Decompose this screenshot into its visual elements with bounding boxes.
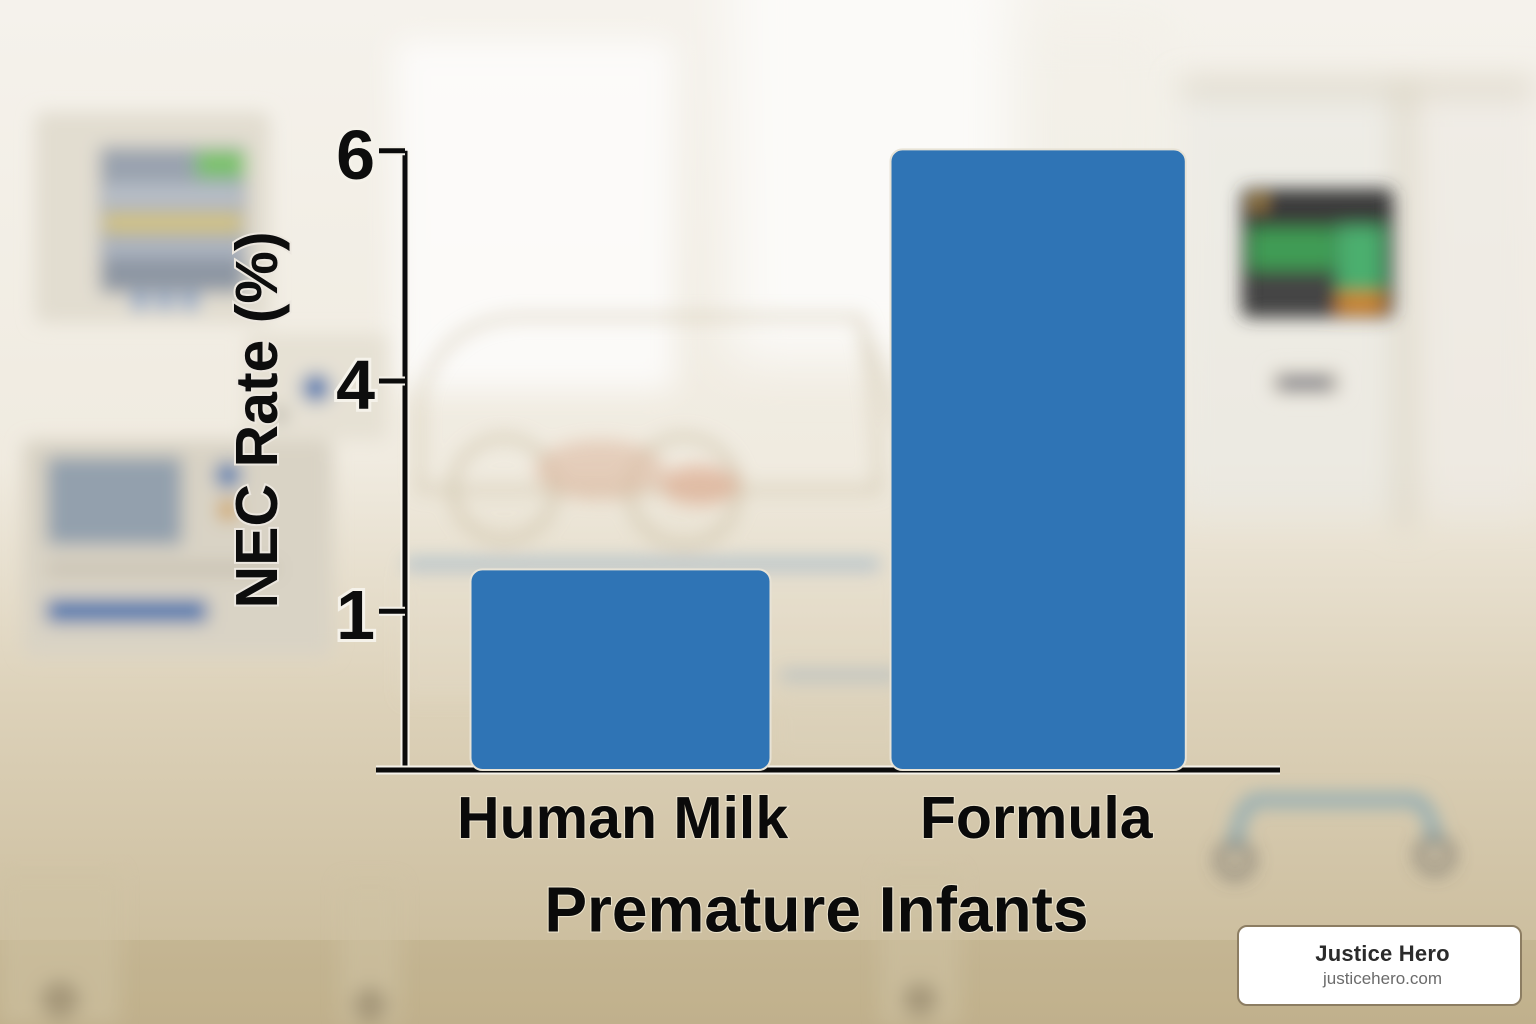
svg-text:Formula: Formula	[920, 785, 1154, 851]
svg-text:NEC Rate (%): NEC Rate (%)	[224, 232, 290, 609]
svg-text:4: 4	[336, 346, 375, 424]
svg-text:6: 6	[336, 116, 375, 194]
svg-text:Premature Infants: Premature Infants	[544, 874, 1088, 946]
svg-text:1: 1	[336, 576, 375, 654]
svg-text:Human Milk: Human Milk	[457, 785, 788, 851]
